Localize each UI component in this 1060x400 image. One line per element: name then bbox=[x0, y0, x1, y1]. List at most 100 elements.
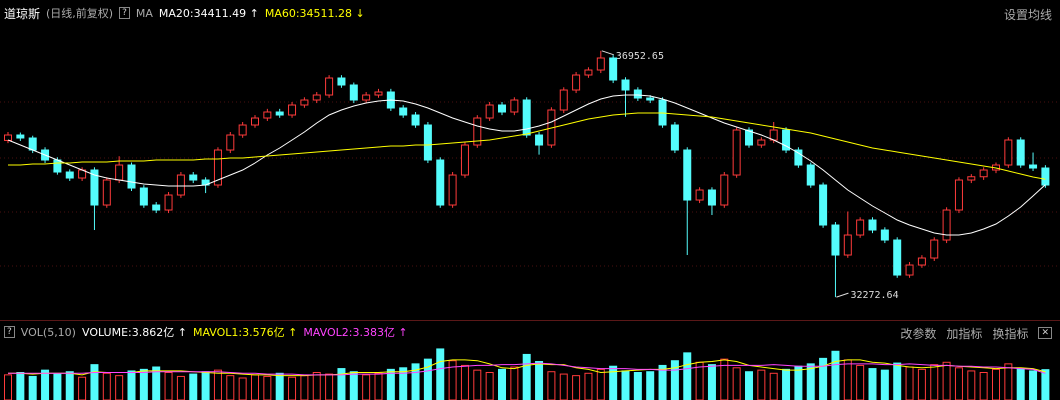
volume-bar bbox=[16, 372, 25, 400]
volume-toolbar: 改参数 加指标 换指标 ✕ bbox=[900, 324, 1052, 342]
candle-body bbox=[831, 224, 840, 256]
volume-bar bbox=[201, 371, 210, 400]
volume-bar bbox=[189, 373, 198, 400]
candle-body bbox=[176, 174, 185, 196]
settings-button[interactable]: 设置均线 bbox=[1003, 7, 1052, 22]
candle-body bbox=[806, 164, 815, 186]
volume-bar bbox=[115, 375, 124, 400]
volume-bar bbox=[757, 369, 766, 400]
candle-body bbox=[275, 111, 284, 116]
candle-body bbox=[535, 134, 544, 146]
volume-bar bbox=[732, 367, 741, 400]
candle-body bbox=[127, 164, 136, 189]
volume-bar bbox=[448, 360, 457, 400]
volume-bar bbox=[460, 364, 469, 400]
candle-body bbox=[707, 189, 716, 206]
candle-body bbox=[670, 124, 679, 151]
candle-body bbox=[745, 129, 753, 146]
candle-body bbox=[436, 159, 445, 206]
candle-body bbox=[423, 124, 432, 161]
volume-bar bbox=[78, 376, 87, 400]
help-button[interactable]: ? bbox=[4, 326, 15, 338]
moving-average-line bbox=[8, 112, 1046, 180]
volume-bar bbox=[633, 372, 642, 400]
volume-bar bbox=[547, 371, 556, 400]
candle-body bbox=[880, 229, 889, 241]
volume-bar bbox=[238, 377, 247, 400]
volume-bar bbox=[90, 364, 99, 400]
volume-bar bbox=[102, 372, 111, 400]
candle-body bbox=[251, 117, 259, 126]
volume-bar bbox=[1004, 363, 1013, 400]
candle-body bbox=[757, 139, 766, 146]
close-button[interactable]: ✕ bbox=[1038, 327, 1052, 339]
volume-bar bbox=[411, 363, 420, 400]
candle-body bbox=[90, 169, 99, 206]
volume-bar bbox=[423, 358, 432, 400]
candle-body bbox=[164, 194, 173, 211]
volume-bar bbox=[782, 368, 791, 400]
candle-body bbox=[732, 129, 741, 176]
indicator-button[interactable]: 加指标 bbox=[946, 326, 983, 341]
volume-bar bbox=[1029, 370, 1038, 400]
candle-body bbox=[930, 239, 939, 259]
volume-bar bbox=[263, 375, 272, 400]
candle-body bbox=[374, 91, 383, 96]
volume-bar bbox=[856, 364, 865, 400]
candle-body bbox=[942, 209, 951, 241]
candle-body bbox=[1029, 164, 1038, 169]
volume-bar bbox=[979, 372, 988, 400]
volume-bar bbox=[843, 359, 852, 400]
legend-entry: MA60:34511.28 ↓ bbox=[264, 6, 365, 20]
volume-bar bbox=[127, 370, 136, 400]
legend-entry: MAVOL2:3.383亿 ↑ bbox=[303, 326, 408, 339]
chart-subtitle: (日线,前复权) bbox=[46, 7, 114, 20]
candle-body bbox=[905, 264, 914, 276]
volume-bar bbox=[670, 360, 679, 400]
candle-body bbox=[559, 89, 568, 111]
candle-body bbox=[596, 57, 605, 71]
indicator-button[interactable]: 换指标 bbox=[992, 326, 1029, 341]
volume-bar bbox=[596, 368, 605, 400]
candle-body bbox=[226, 134, 235, 151]
volume-bar bbox=[967, 370, 976, 400]
candle-body bbox=[782, 129, 791, 151]
candle-body bbox=[967, 176, 976, 181]
candle-body bbox=[448, 174, 457, 206]
legend-entry: VOLUME:3.862亿 ↑ bbox=[81, 326, 187, 339]
price-toolbar: 设置均线 bbox=[1004, 5, 1052, 23]
indicator-button[interactable]: 改参数 bbox=[900, 326, 937, 341]
candle-body bbox=[4, 134, 12, 141]
volume-bar bbox=[386, 368, 395, 400]
volume-bar bbox=[275, 372, 284, 400]
volume-bar bbox=[905, 366, 914, 400]
candle-body bbox=[856, 219, 865, 236]
volume-bar bbox=[559, 373, 568, 400]
volume-bar bbox=[880, 369, 889, 400]
candle-body bbox=[473, 117, 482, 146]
candle-body bbox=[238, 124, 247, 136]
volume-bar bbox=[1016, 368, 1025, 400]
high-label: 36952.65 bbox=[616, 51, 664, 62]
candle-body bbox=[53, 159, 62, 173]
candle-body bbox=[1041, 167, 1050, 186]
volume-bar bbox=[646, 371, 655, 400]
candle-body bbox=[349, 84, 358, 101]
volume-bar bbox=[152, 366, 161, 400]
volume-bar bbox=[522, 353, 531, 400]
indicator-name: VOL(5,10) bbox=[20, 325, 76, 339]
candle-body bbox=[300, 99, 309, 106]
volume-bar bbox=[572, 375, 581, 400]
candle-body bbox=[28, 137, 37, 151]
help-button[interactable]: ? bbox=[119, 7, 130, 19]
volume-bar bbox=[251, 374, 259, 400]
chart-title: 道琼斯 bbox=[4, 6, 41, 21]
candle-body bbox=[65, 171, 74, 179]
volume-bar bbox=[337, 368, 346, 400]
legend-entry: MAVOL1:3.576亿 ↑ bbox=[192, 326, 298, 339]
moving-average-line bbox=[8, 359, 1046, 377]
volume-bar bbox=[745, 371, 753, 400]
price-header: 道琼斯 (日线,前复权) ? MA MA20:34411.49 ↑ MA60:3… bbox=[4, 4, 365, 22]
volume-bar bbox=[164, 372, 173, 400]
